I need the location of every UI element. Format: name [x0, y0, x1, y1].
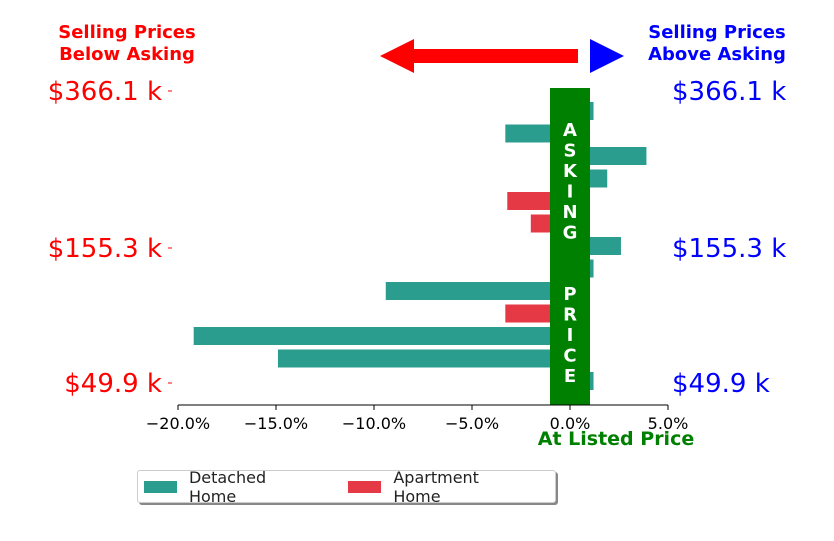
- x-tick-label: −10.0%: [342, 414, 406, 433]
- asking-price-letter: E: [564, 366, 576, 387]
- asking-price-letter: S: [564, 141, 577, 162]
- legend-item-detached: Detached Home: [144, 468, 314, 506]
- y-tick-label-right: $155.3 k: [672, 234, 786, 264]
- legend-item-apartment: Apartment Home: [348, 468, 527, 506]
- asking-price-letter: N: [562, 202, 577, 223]
- bar-detached: [385, 282, 570, 300]
- detached-swatch: [144, 480, 177, 493]
- asking-price-letter: G: [563, 223, 578, 244]
- y-tick-label-right: $49.9 k: [672, 369, 770, 399]
- right-arrow-icon: [590, 39, 624, 73]
- left-arrow-icon: [380, 39, 578, 73]
- asking-price-letter: C: [563, 346, 576, 367]
- legend-label-apartment: Apartment Home: [393, 467, 479, 506]
- apartment-swatch: [348, 480, 382, 493]
- x-tick-label: −5.0%: [445, 414, 499, 433]
- asking-price-letter: P: [563, 284, 576, 305]
- below-asking-title-line2: Below Asking: [59, 44, 195, 65]
- y-tick-label-left: $366.1 k: [48, 77, 162, 107]
- at-listed-price-label: At Listed Price: [538, 428, 694, 450]
- y-axis-labels-left: $366.1 k $155.3 k $49.9 k: [48, 77, 172, 399]
- asking-price-letter: I: [567, 182, 574, 203]
- above-asking-title-line2: Above Asking: [648, 44, 786, 65]
- y-tick-label-right: $366.1 k: [672, 77, 786, 107]
- x-tick-label: 0.0%: [550, 414, 591, 433]
- bar-detached: [193, 327, 570, 345]
- x-tick-label: −20.0%: [146, 414, 210, 433]
- x-axis: −20.0% −15.0% −10.0% −5.0% 0.0% 5.0%: [146, 404, 689, 433]
- asking-price-band: [550, 88, 590, 405]
- above-asking-title-line1: Selling Prices: [648, 22, 785, 43]
- legend: Detached Home Apartment Home: [137, 468, 556, 506]
- x-tick-label: 5.0%: [648, 414, 689, 433]
- asking-price-letter: K: [563, 161, 578, 182]
- asking-price-letter: A: [563, 120, 577, 141]
- y-tick-label-left: $155.3 k: [48, 234, 162, 264]
- legend-label-detached: Detached Home: [188, 467, 267, 506]
- asking-price-letter: R: [563, 305, 577, 326]
- asking-price-letter: I: [567, 325, 574, 346]
- y-tick-label-left: $49.9 k: [64, 369, 162, 399]
- below-asking-title-line1: Selling Prices: [58, 22, 195, 43]
- y-axis-labels-right: $366.1 k $155.3 k $49.9 k: [672, 77, 786, 399]
- x-tick-label: −15.0%: [244, 414, 308, 433]
- bar-detached: [277, 349, 570, 368]
